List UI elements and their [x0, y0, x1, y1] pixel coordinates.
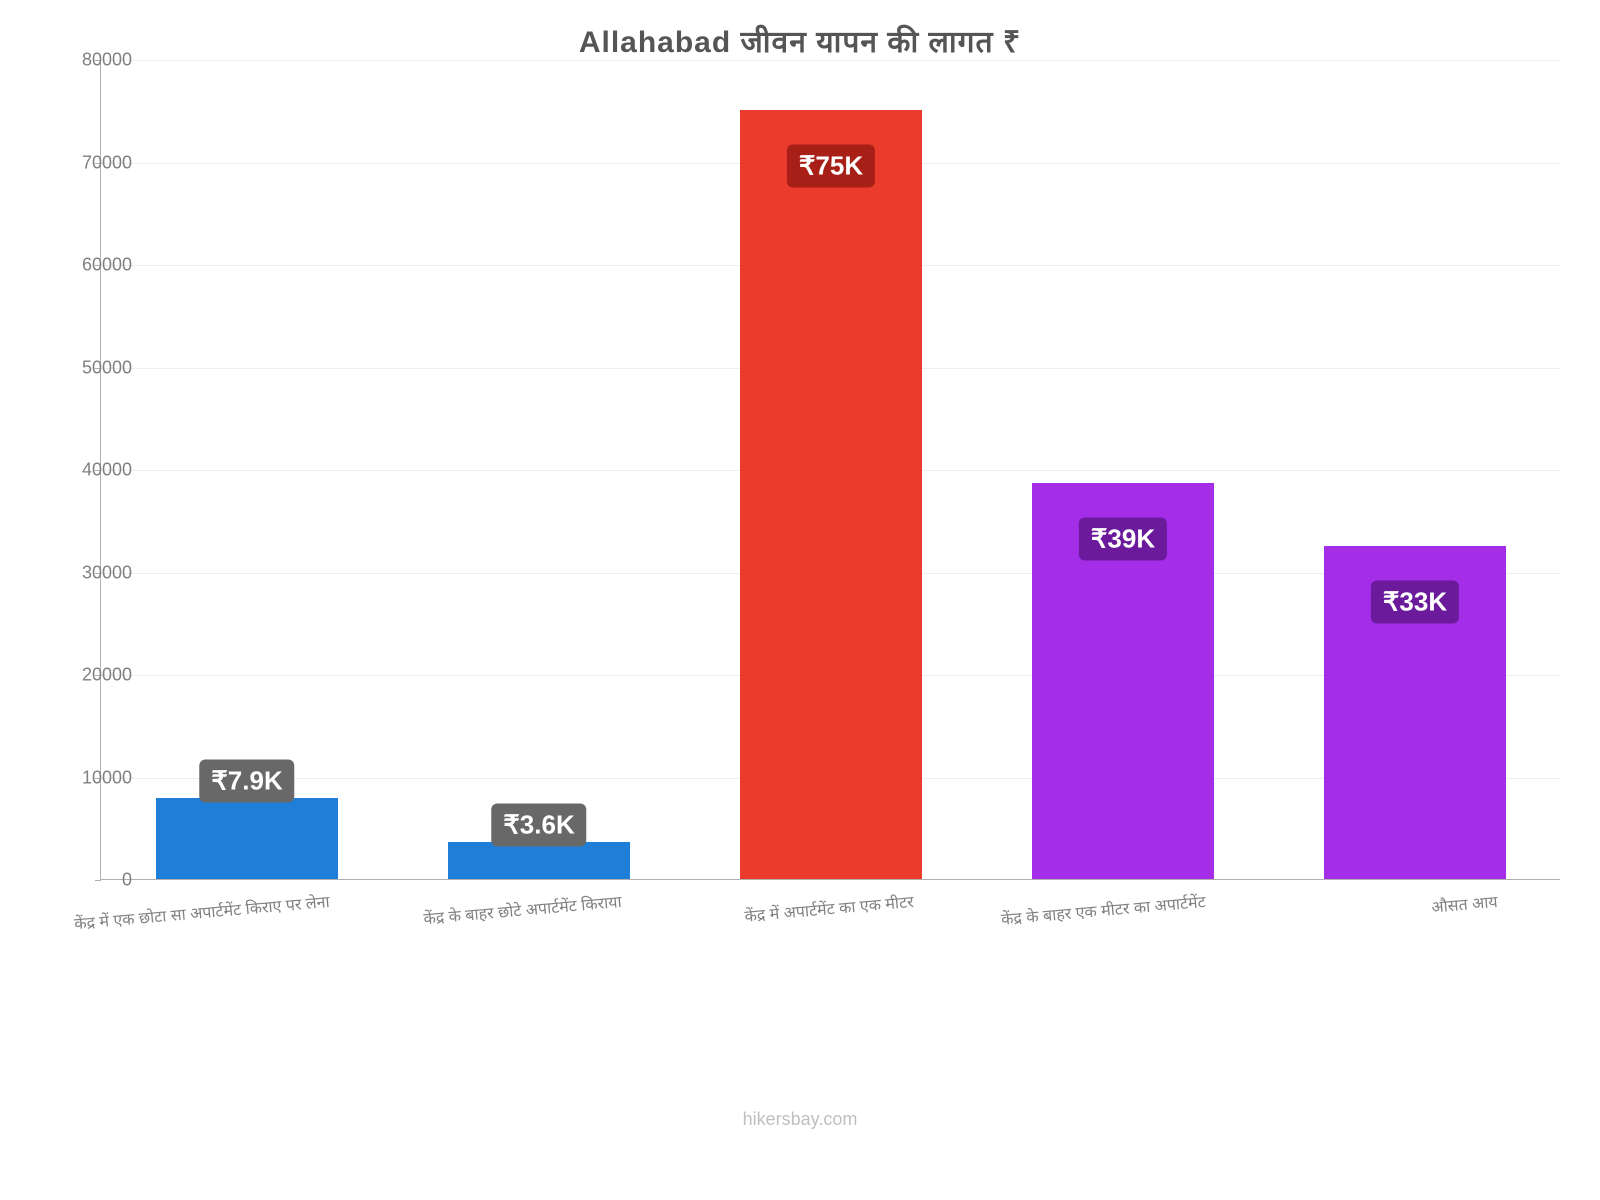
y-tick-label: 70000	[52, 152, 132, 173]
attribution-text: hikersbay.com	[0, 1109, 1600, 1130]
plot-area: ₹7.9K ₹3.6K ₹75K ₹39K ₹33K	[100, 60, 1560, 880]
y-tick-label: 80000	[52, 50, 132, 71]
y-tick-label: 10000	[52, 767, 132, 788]
bar-value-badge: ₹7.9K	[199, 760, 294, 803]
y-tick-label: 30000	[52, 562, 132, 583]
bar-value-badge: ₹3.6K	[491, 804, 586, 847]
bar-value-badge: ₹39K	[1079, 518, 1167, 561]
y-tick-label: 60000	[52, 255, 132, 276]
bar-value-badge: ₹75K	[787, 145, 875, 188]
bar-value-badge: ₹33K	[1371, 580, 1459, 623]
y-tick-label: 20000	[52, 665, 132, 686]
y-tick-label: 50000	[52, 357, 132, 378]
bar	[448, 842, 629, 879]
y-tick-label: 40000	[52, 460, 132, 481]
bar	[740, 110, 921, 879]
cost-of-living-chart: Allahabad जीवन यापन की लागत ₹ ₹7.9K ₹3.6K…	[0, 0, 1600, 1200]
y-tick-label: 0	[52, 870, 132, 891]
chart-title: Allahabad जीवन यापन की लागत ₹	[0, 20, 1600, 61]
gridline	[101, 60, 1560, 61]
bar	[156, 798, 337, 879]
